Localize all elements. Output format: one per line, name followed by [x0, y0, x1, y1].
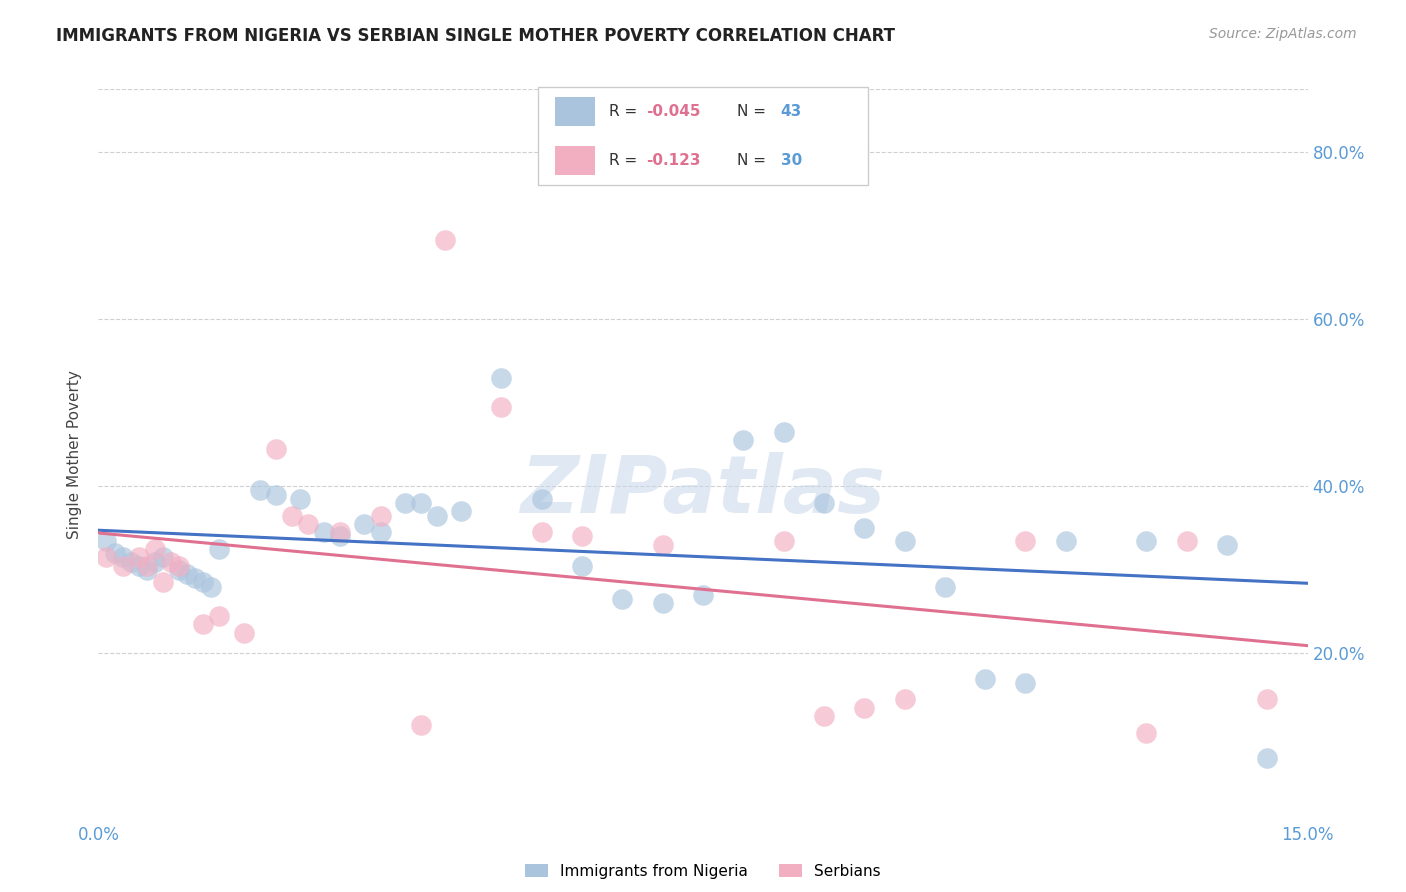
Point: [450, 504, 472, 518]
Point: [1175, 533, 1198, 548]
Point: [152, 575, 174, 590]
Text: N =: N =: [737, 153, 770, 169]
Point: [733, 434, 755, 448]
Point: [160, 554, 183, 568]
Point: [612, 592, 634, 607]
Point: [96, 533, 118, 548]
Point: [853, 700, 876, 714]
Point: [135, 563, 157, 577]
FancyBboxPatch shape: [554, 146, 595, 175]
Text: Source: ZipAtlas.com: Source: ZipAtlas.com: [1209, 27, 1357, 41]
Point: [409, 717, 432, 731]
Point: [571, 558, 593, 573]
Point: [128, 550, 150, 565]
Point: [167, 563, 190, 577]
Text: IMMIGRANTS FROM NIGERIA VS SERBIAN SINGLE MOTHER POVERTY CORRELATION CHART: IMMIGRANTS FROM NIGERIA VS SERBIAN SINGL…: [56, 27, 896, 45]
Point: [281, 508, 304, 523]
Point: [394, 496, 416, 510]
Point: [426, 508, 449, 523]
Point: [208, 608, 231, 623]
Point: [143, 541, 166, 556]
Point: [772, 533, 794, 548]
Point: [1216, 538, 1239, 552]
Point: [314, 525, 336, 540]
Text: N =: N =: [737, 103, 770, 119]
Point: [1054, 533, 1077, 548]
Point: [370, 508, 392, 523]
Point: [853, 521, 876, 535]
Text: -0.123: -0.123: [645, 153, 700, 169]
Point: [530, 525, 553, 540]
Point: [1014, 533, 1036, 548]
Point: [297, 516, 319, 531]
FancyBboxPatch shape: [537, 87, 869, 186]
Point: [200, 580, 222, 594]
Y-axis label: Single Mother Poverty: Single Mother Poverty: [67, 370, 83, 540]
Point: [143, 554, 166, 568]
Point: [167, 558, 190, 573]
Point: [176, 567, 198, 582]
Point: [208, 541, 231, 556]
Point: [329, 525, 352, 540]
Point: [193, 617, 215, 632]
Point: [934, 580, 956, 594]
Text: ZIPatlas: ZIPatlas: [520, 452, 886, 531]
Point: [1256, 692, 1278, 706]
Point: [651, 596, 673, 610]
Point: [184, 571, 207, 585]
Text: 30: 30: [780, 153, 801, 169]
Text: 43: 43: [780, 103, 801, 119]
Text: -0.045: -0.045: [645, 103, 700, 119]
Point: [1135, 726, 1157, 740]
Point: [264, 442, 287, 456]
Point: [491, 370, 513, 384]
Point: [288, 491, 311, 506]
Text: R =: R =: [609, 103, 641, 119]
Point: [96, 550, 118, 565]
Point: [530, 491, 553, 506]
Point: [491, 400, 513, 414]
Point: [772, 425, 794, 439]
Point: [193, 575, 215, 590]
Point: [249, 483, 271, 498]
Point: [571, 529, 593, 543]
Point: [692, 588, 714, 602]
Point: [1256, 751, 1278, 765]
Point: [651, 538, 673, 552]
Point: [974, 672, 997, 686]
Point: [370, 525, 392, 540]
Point: [409, 496, 432, 510]
Text: R =: R =: [609, 153, 647, 169]
Point: [232, 625, 254, 640]
Point: [893, 533, 915, 548]
Point: [329, 529, 352, 543]
FancyBboxPatch shape: [554, 97, 595, 126]
Point: [120, 554, 142, 568]
Point: [103, 546, 125, 560]
Point: [353, 516, 375, 531]
Point: [434, 233, 457, 247]
Point: [135, 558, 157, 573]
Point: [128, 558, 150, 573]
Point: [264, 488, 287, 502]
Point: [1014, 675, 1036, 690]
Point: [111, 550, 134, 565]
Point: [152, 550, 174, 565]
Point: [893, 692, 915, 706]
Point: [813, 496, 835, 510]
Point: [1135, 533, 1157, 548]
Legend: Immigrants from Nigeria, Serbians: Immigrants from Nigeria, Serbians: [526, 863, 880, 879]
Point: [111, 558, 134, 573]
Point: [813, 709, 835, 723]
